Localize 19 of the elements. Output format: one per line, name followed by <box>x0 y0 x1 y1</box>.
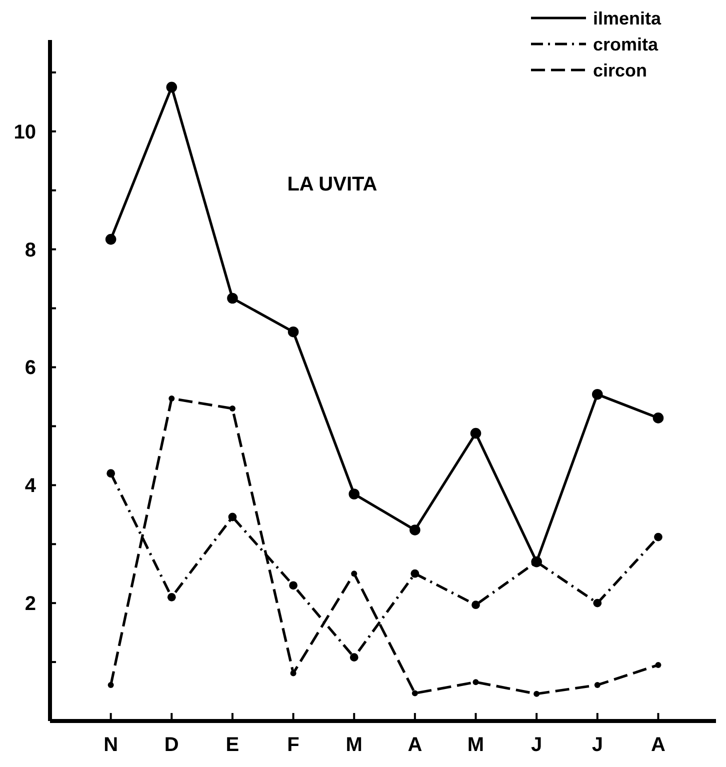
x-tick-label: E <box>226 734 240 756</box>
y-tick-label: 8 <box>24 239 36 262</box>
x-tick-label: M <box>346 734 362 756</box>
legend-label: cromita <box>593 34 660 54</box>
y-tick-label: 6 <box>24 357 36 380</box>
x-tick-label: M <box>467 734 484 756</box>
x-tick-label: N <box>104 734 118 756</box>
x-tick-label: D <box>164 734 179 756</box>
y-tick-label: 10 <box>14 121 36 144</box>
y-tick-label: 4 <box>24 475 37 498</box>
x-tick-label: A <box>650 734 666 756</box>
x-tick-label: F <box>287 734 300 756</box>
legend-label: circon <box>593 60 648 80</box>
x-tick-label: A <box>408 734 422 756</box>
x-tick-label: J <box>531 734 542 756</box>
text: LA UVITA <box>287 173 378 196</box>
x-tick-label: J <box>592 734 603 756</box>
y-tick-label: 2 <box>24 593 36 616</box>
legend-label: ilmenita <box>593 8 662 28</box>
